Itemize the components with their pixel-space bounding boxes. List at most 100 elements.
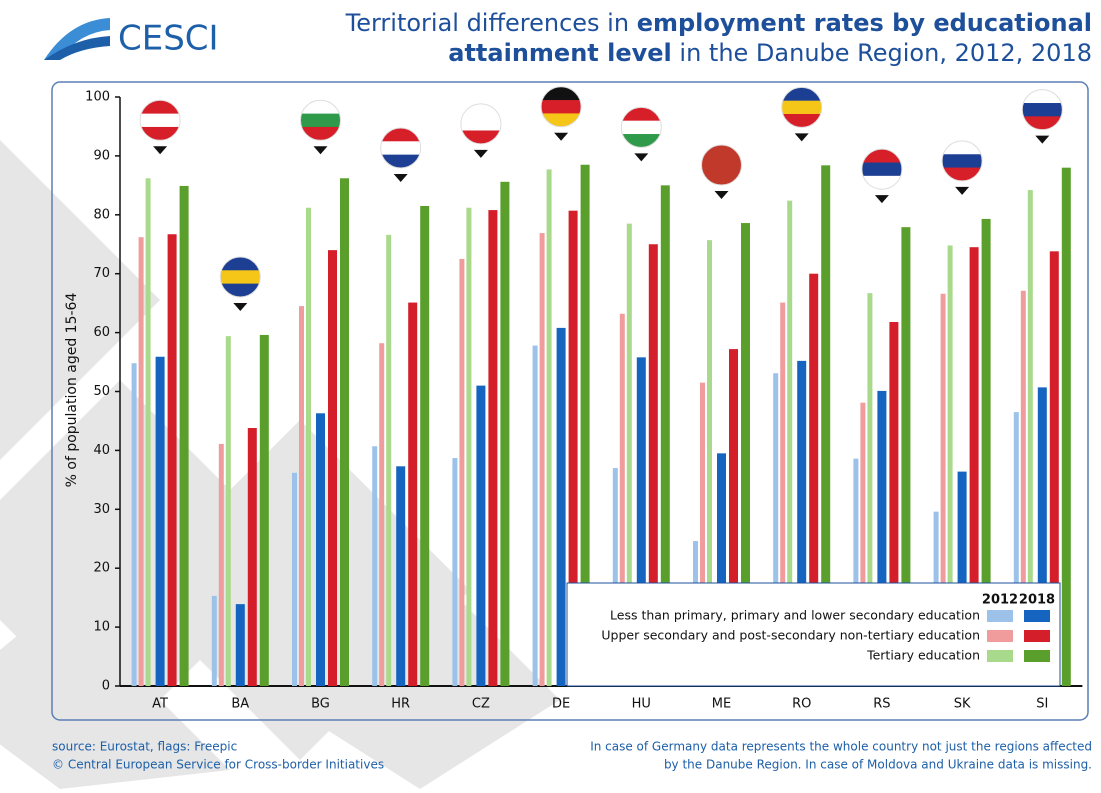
bar (420, 205, 430, 686)
flag-stripe (861, 162, 902, 177)
title-line: attainment level in the Danube Region, 2… (448, 39, 1092, 67)
bar (408, 302, 418, 686)
flag-pin (153, 146, 168, 155)
flag-stripe (621, 107, 662, 122)
y-tick-label: 60 (93, 325, 110, 340)
bar (729, 349, 738, 686)
note: In case of Germany data represents the w… (590, 740, 1092, 754)
bar (773, 373, 779, 686)
flag-border (219, 256, 261, 298)
flag-pin (1035, 135, 1050, 144)
bar (969, 247, 979, 686)
legend-box (566, 582, 1061, 687)
bar (1037, 387, 1047, 686)
y-tick-label: 80 (93, 207, 110, 222)
flag-stripe (300, 126, 341, 141)
note: by the Danube Region. In case of Moldova… (664, 758, 1092, 772)
logo-mark (44, 18, 110, 60)
legend-year: 2018 (1019, 593, 1055, 608)
bar (853, 458, 859, 686)
y-tick-label: 50 (93, 384, 110, 399)
legend-swatch (1024, 650, 1050, 662)
flag-border (620, 106, 662, 148)
flag-pin (233, 302, 248, 311)
bar (225, 336, 231, 686)
bar (328, 250, 337, 686)
bar (299, 306, 304, 686)
bar (466, 207, 472, 686)
flag-stripe (701, 158, 742, 173)
bar (809, 273, 819, 686)
flag-stripe (942, 167, 983, 181)
bar (741, 223, 750, 686)
bar (1061, 167, 1071, 686)
bar (218, 443, 224, 686)
y-tick-label: 40 (93, 443, 110, 458)
bar (1027, 190, 1033, 686)
bar (546, 169, 552, 686)
flag-stripe (541, 113, 582, 127)
title-line: Territorial differences in employment ra… (345, 9, 1092, 37)
bar (138, 237, 144, 686)
flag (701, 144, 742, 200)
legend-label: Upper secondary and post-secondary non-t… (601, 628, 980, 643)
frame (51, 81, 1089, 721)
bar (145, 178, 151, 687)
x-tick-label: DE (552, 697, 570, 712)
y-tick-label: 100 (85, 90, 110, 105)
bar (568, 210, 578, 686)
flag-stripe (1022, 89, 1063, 104)
flag-pin (473, 149, 488, 158)
legend-swatch (1024, 610, 1050, 622)
flag-stripe (220, 283, 261, 297)
bar (700, 382, 705, 686)
flag-stripe (1022, 103, 1063, 117)
bar (797, 360, 807, 686)
bar (340, 178, 349, 687)
bar (167, 234, 177, 686)
flag-pin (794, 133, 809, 142)
bar (396, 466, 406, 686)
flag-stripe (380, 154, 421, 168)
x-tick-label: HU (632, 697, 651, 712)
bar (259, 334, 269, 686)
bar (131, 363, 137, 686)
title-part: employment rates by educational (637, 9, 1092, 37)
bar (660, 185, 670, 686)
flag-stripe (460, 130, 501, 144)
bar (155, 356, 165, 686)
x-tick-label: CZ (472, 697, 490, 712)
bar (580, 164, 590, 687)
bar (379, 343, 385, 686)
bar (488, 210, 498, 686)
source: © Central European Service for Cross-bor… (52, 758, 384, 772)
flag-pin (313, 146, 328, 155)
title-part: attainment level (448, 39, 672, 67)
bar (626, 223, 632, 686)
bar (901, 227, 911, 686)
bar (889, 321, 899, 686)
bar (452, 458, 458, 686)
bar (247, 428, 257, 686)
bar (787, 200, 793, 686)
flag-stripe (701, 145, 742, 159)
flag-stripe (701, 171, 742, 186)
legend-swatch (987, 630, 1013, 642)
bar (940, 293, 946, 686)
flag-stripe (942, 154, 983, 169)
bar (1049, 251, 1059, 686)
legend-label: Tertiary education (866, 648, 980, 663)
flag (380, 127, 422, 182)
flag-stripe (380, 141, 421, 156)
flag (219, 256, 261, 311)
bar (532, 345, 538, 686)
legend-label: Less than primary, primary and lower sec… (610, 608, 980, 623)
flag-pin (714, 191, 729, 200)
flag-stripe (460, 117, 501, 131)
y-tick-label: 90 (93, 148, 110, 163)
title-part: in the Danube Region, 2012, 2018 (672, 39, 1092, 67)
x-tick-label: AT (152, 697, 168, 712)
flag-border (941, 140, 983, 182)
